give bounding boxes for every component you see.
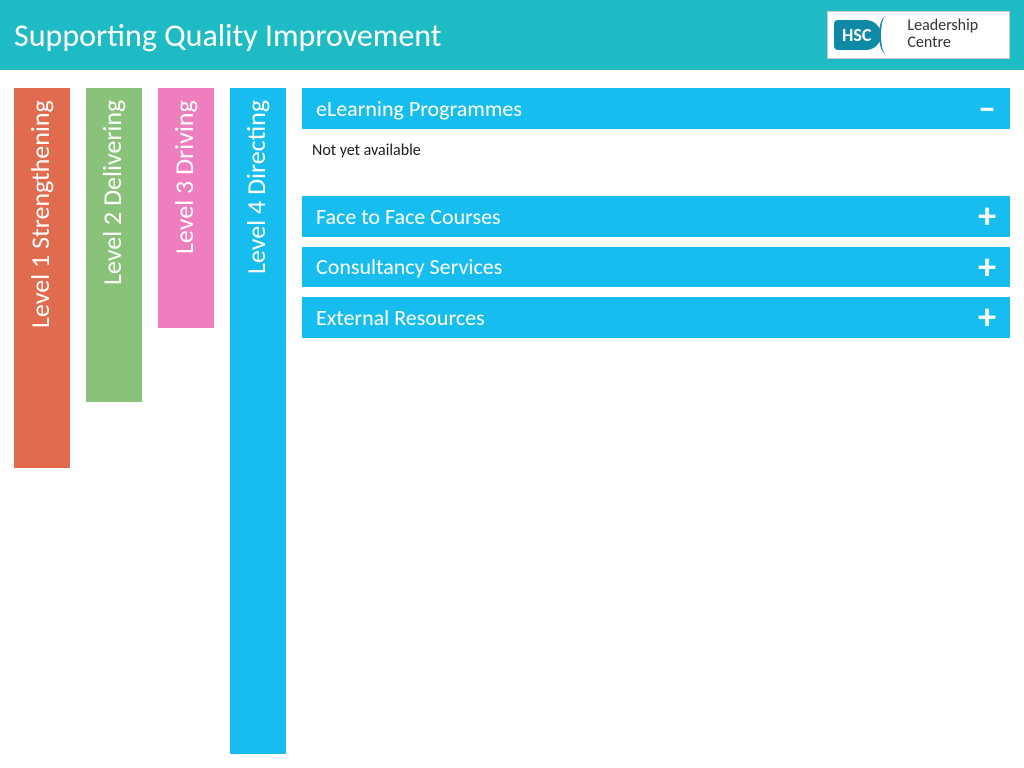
accordion-label: External Resources bbox=[316, 304, 485, 331]
page-title: Supporting Quality Improvement bbox=[14, 16, 442, 55]
level-tab-3[interactable]: Level 3 Driving bbox=[158, 88, 214, 328]
accordion-header-face-to-face[interactable]: Face to Face Courses + bbox=[302, 196, 1010, 237]
accordion-body-elearning: Not yet available bbox=[302, 129, 1010, 186]
expand-icon: + bbox=[978, 253, 996, 282]
accordion-label: Face to Face Courses bbox=[316, 203, 501, 230]
body-area: Level 1 Strengthening Level 2 Delivering… bbox=[0, 70, 1024, 768]
hsc-logo: HSC Leadership Centre bbox=[827, 11, 1010, 59]
hsc-logo-text: Leadership Centre bbox=[907, 18, 978, 52]
page-header: Supporting Quality Improvement HSC Leade… bbox=[0, 0, 1024, 70]
level-tab-2[interactable]: Level 2 Delivering bbox=[86, 88, 142, 402]
accordion-consultancy: Consultancy Services + bbox=[302, 247, 1010, 288]
accordion-header-external[interactable]: External Resources + bbox=[302, 297, 1010, 338]
expand-icon: + bbox=[978, 303, 996, 332]
hsc-badge: HSC bbox=[834, 20, 881, 50]
collapse-icon: – bbox=[978, 94, 996, 123]
accordion-label: Consultancy Services bbox=[316, 253, 502, 280]
accordion-face-to-face: Face to Face Courses + bbox=[302, 196, 1010, 237]
level-tabs: Level 1 Strengthening Level 2 Delivering… bbox=[14, 88, 286, 754]
accordion-header-consultancy[interactable]: Consultancy Services + bbox=[302, 247, 1010, 288]
accordion-elearning: eLearning Programmes – Not yet available bbox=[302, 88, 1010, 186]
accordion-content: eLearning Programmes – Not yet available… bbox=[302, 88, 1010, 754]
hsc-swoosh-icon bbox=[879, 16, 893, 54]
level-tab-4[interactable]: Level 4 Directing bbox=[230, 88, 286, 754]
expand-icon: + bbox=[978, 202, 996, 231]
accordion-header-elearning[interactable]: eLearning Programmes – bbox=[302, 88, 1010, 129]
accordion-external: External Resources + bbox=[302, 297, 1010, 338]
level-tab-1[interactable]: Level 1 Strengthening bbox=[14, 88, 70, 468]
accordion-label: eLearning Programmes bbox=[316, 95, 522, 122]
